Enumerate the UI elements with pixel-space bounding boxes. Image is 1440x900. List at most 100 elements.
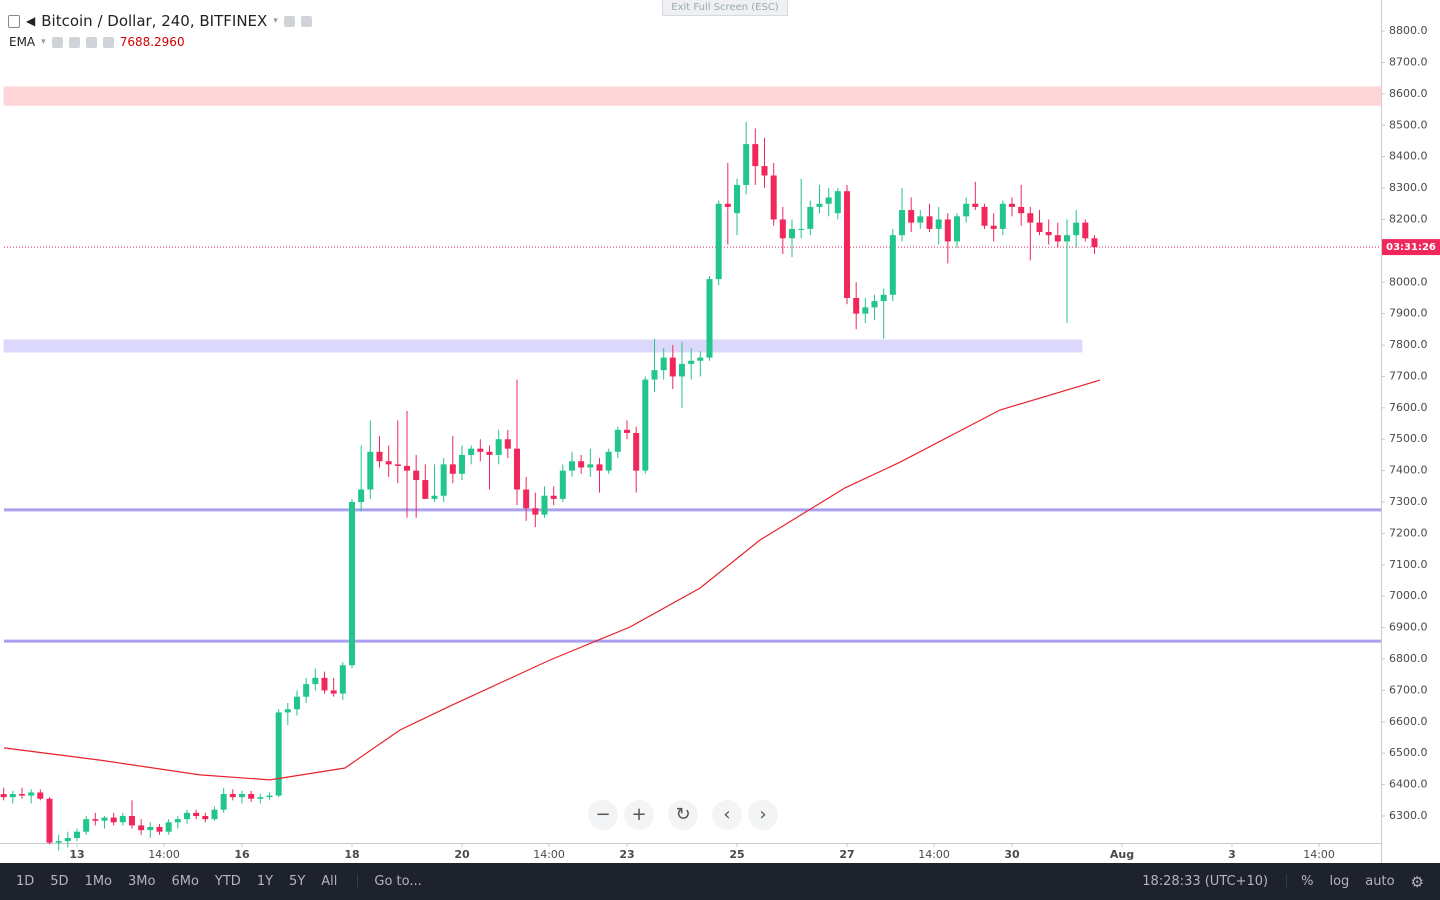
candle-body bbox=[110, 817, 117, 823]
bottom-toolbar: 1D 5D 1Mo 3Mo 6Mo YTD 1Y 5Y All Go to... 18:28:33 … bbox=[0, 863, 1440, 900]
x-tick-label: 20 bbox=[454, 848, 470, 861]
candle-body bbox=[293, 696, 300, 710]
candle-body bbox=[596, 464, 603, 471]
y-tick-label: 7800.0 bbox=[1389, 338, 1428, 351]
candle-body bbox=[623, 429, 630, 433]
y-tick-label: 6500.0 bbox=[1389, 746, 1428, 759]
candle-body bbox=[660, 357, 667, 371]
candle-body bbox=[541, 495, 548, 515]
format-icon[interactable] bbox=[300, 15, 312, 27]
candle-body bbox=[348, 502, 355, 666]
x-tick-label: 23 bbox=[619, 848, 634, 861]
x-tick-label: Aug bbox=[1110, 848, 1134, 861]
candle-body bbox=[733, 184, 740, 214]
legend-indicator: EMA ▾ 7688.2960 bbox=[9, 35, 185, 49]
range-button[interactable]: 1Y bbox=[256, 874, 274, 889]
close-icon[interactable] bbox=[102, 36, 114, 48]
y-tick-label: 8700.0 bbox=[1389, 55, 1428, 68]
zoom-out[interactable]: − bbox=[588, 800, 618, 830]
plus-icon[interactable] bbox=[85, 36, 97, 48]
candle-body bbox=[798, 228, 805, 230]
settings-icon[interactable] bbox=[68, 36, 80, 48]
y-tick-label: 7700.0 bbox=[1389, 369, 1428, 382]
candle-body bbox=[834, 191, 841, 214]
reset[interactable]: ↻ bbox=[668, 800, 698, 830]
candle-body bbox=[284, 709, 291, 713]
candle-body bbox=[119, 815, 126, 823]
candle-body bbox=[862, 307, 869, 314]
candle-body bbox=[358, 489, 365, 503]
x-tick-label: 30 bbox=[1004, 848, 1020, 861]
arrow: ◀ bbox=[26, 14, 36, 28]
background bbox=[0, 0, 1440, 863]
y-tick-label: 7000.0 bbox=[1389, 589, 1428, 602]
candle-body bbox=[807, 206, 814, 229]
candle-body bbox=[935, 219, 942, 229]
goto-button[interactable]: Go to... bbox=[357, 874, 429, 889]
candle-body bbox=[18, 794, 25, 796]
dropdown[interactable]: ▾ bbox=[41, 37, 46, 47]
candle-body bbox=[779, 219, 786, 239]
option-button[interactable]: % bbox=[1286, 874, 1321, 889]
candle-body bbox=[440, 464, 447, 496]
settings-icon[interactable] bbox=[283, 15, 295, 27]
range-button[interactable]: 3Mo bbox=[128, 874, 156, 889]
candle-body bbox=[37, 792, 44, 799]
price-label-bg bbox=[1382, 239, 1440, 256]
candle-body bbox=[55, 841, 62, 843]
candle-body bbox=[605, 451, 612, 471]
candle-body bbox=[458, 454, 465, 474]
collapse-icon[interactable] bbox=[8, 14, 20, 28]
candle-body bbox=[706, 279, 713, 358]
y-tick-label: 6300.0 bbox=[1389, 809, 1428, 822]
zoom-in[interactable]: + bbox=[624, 800, 654, 830]
candle-body bbox=[770, 175, 777, 220]
candle-body bbox=[825, 197, 832, 204]
zone bbox=[3, 86, 1382, 106]
range-button[interactable]: YTD bbox=[214, 874, 241, 889]
clock: 18:28:33 (UTC+10) bbox=[1142, 874, 1269, 889]
candle-body bbox=[138, 825, 145, 831]
ema-line bbox=[3, 379, 1101, 781]
range-button[interactable]: 1D bbox=[16, 874, 35, 889]
candle-body bbox=[174, 819, 181, 823]
candle-body bbox=[1064, 235, 1071, 242]
x-tick-label: 14:00 bbox=[1303, 848, 1335, 861]
candle-body bbox=[220, 794, 227, 810]
settings-button[interactable]: ⚙ bbox=[1410, 872, 1424, 891]
range-button[interactable]: 5Y bbox=[289, 874, 306, 889]
candle-body bbox=[312, 677, 319, 685]
range-button[interactable]: 6Mo bbox=[171, 874, 199, 889]
exit-fullscreen[interactable]: Exit Full Screen (ESC) bbox=[662, 0, 788, 16]
x-tick-label: 14:00 bbox=[918, 848, 950, 861]
candle-body bbox=[1008, 203, 1015, 207]
candle-body bbox=[816, 203, 823, 207]
candle-body bbox=[403, 465, 410, 471]
candle-body bbox=[422, 480, 429, 499]
x-tick-label: 14:00 bbox=[148, 848, 180, 861]
candle-body bbox=[788, 228, 795, 239]
candle-body bbox=[486, 451, 493, 455]
scroll-left[interactable]: ‹ bbox=[712, 800, 742, 830]
candle-body bbox=[559, 470, 566, 499]
candle-body bbox=[651, 370, 658, 380]
candle-body bbox=[202, 815, 209, 820]
candle-body bbox=[495, 439, 502, 455]
option-button[interactable]: auto bbox=[1365, 874, 1395, 889]
candle-body bbox=[367, 451, 374, 490]
range-button[interactable]: All bbox=[321, 874, 338, 889]
x-tick-label: 16 bbox=[234, 848, 250, 861]
range-button[interactable]: 5D bbox=[50, 874, 69, 889]
candle-body bbox=[449, 464, 456, 474]
dropdown[interactable]: ▾ bbox=[273, 16, 278, 26]
eye-icon[interactable] bbox=[51, 36, 63, 48]
candle-body bbox=[64, 837, 71, 842]
scroll-right[interactable]: › bbox=[748, 800, 778, 830]
y-tick-label: 7600.0 bbox=[1389, 401, 1428, 414]
candle-body bbox=[724, 203, 731, 207]
candle-body bbox=[926, 216, 933, 229]
range-button[interactable]: 1Mo bbox=[84, 874, 113, 889]
option-button[interactable]: log bbox=[1329, 874, 1350, 889]
candle-body bbox=[193, 812, 200, 816]
candle-body bbox=[73, 831, 80, 838]
